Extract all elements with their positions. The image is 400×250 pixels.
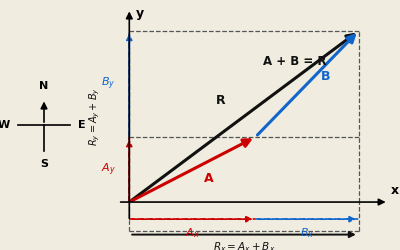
Text: x: x [391, 184, 399, 197]
Text: y: y [136, 7, 144, 20]
Text: $B_y$: $B_y$ [101, 76, 116, 92]
Text: R: R [216, 94, 226, 108]
Text: $A_x$: $A_x$ [185, 226, 200, 240]
Text: E: E [78, 120, 85, 130]
Text: A + B = R: A + B = R [263, 55, 326, 68]
Text: $R_x = A_x + B_x$: $R_x = A_x + B_x$ [213, 240, 275, 250]
Text: $R_y = A_y + B_y$: $R_y = A_y + B_y$ [88, 87, 102, 146]
Text: N: N [39, 81, 49, 91]
Text: B: B [321, 70, 330, 84]
Text: A: A [204, 172, 213, 184]
Text: W: W [0, 120, 10, 130]
Text: $B_x$: $B_x$ [300, 226, 314, 240]
Text: S: S [40, 159, 48, 169]
Text: $A_y$: $A_y$ [101, 161, 116, 178]
